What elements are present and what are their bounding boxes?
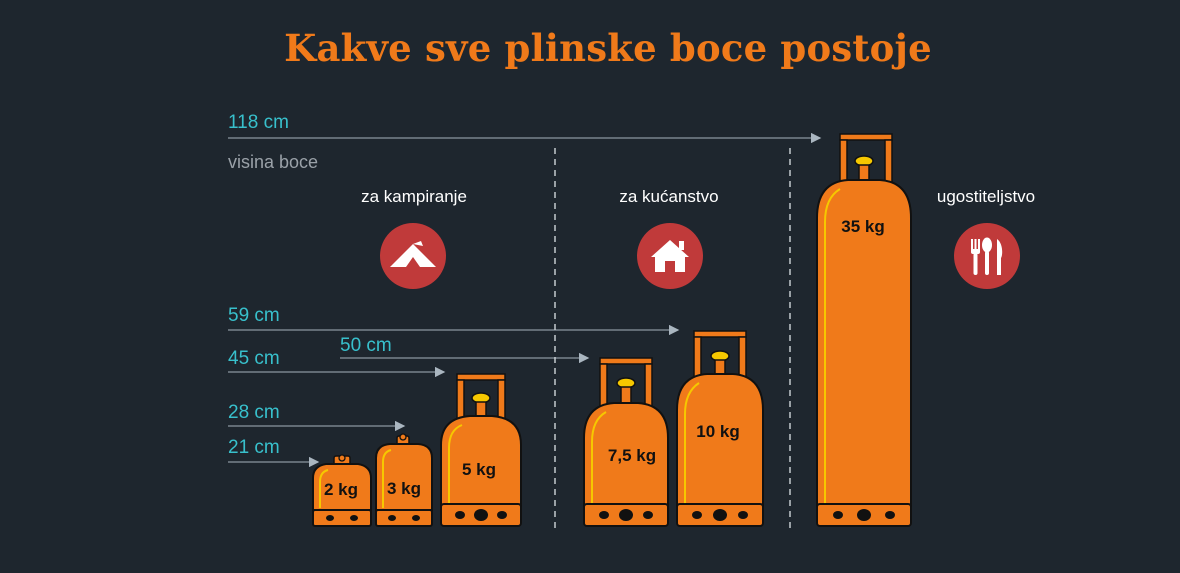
height-label-28: 28 cm (228, 402, 280, 423)
height-label-45: 45 cm (228, 348, 280, 369)
height-label-118: 118 cm (228, 112, 289, 133)
cylinder-label-7-5kg: 7,5 kg (608, 446, 656, 465)
cylinder-label-10kg: 10 kg (696, 422, 739, 441)
cylinder-10kg: 10 kg (676, 330, 764, 527)
cylinder-7-5kg: 7,5 kg (583, 357, 669, 527)
cylinder-label-3kg: 3 kg (387, 479, 421, 498)
category-catering: ugostiteljstvo (936, 187, 1036, 206)
house-icon (637, 223, 703, 289)
cylinder-2kg: 2 kg (312, 454, 372, 527)
cylinder-label-35kg: 35 kg (841, 217, 884, 236)
cylinder-5kg: 5 kg (440, 373, 522, 527)
height-label-59: 59 cm (228, 305, 280, 326)
cylinder-label-2kg: 2 kg (324, 480, 358, 499)
subtitle-label: visina boce (228, 152, 319, 172)
height-label-21: 21 cm (228, 437, 280, 458)
cutlery-icon (954, 223, 1020, 289)
page-title: Kakve sve plinske boce postoje (284, 26, 932, 70)
category-household: za kućanstvo (619, 187, 719, 206)
cylinder-label-5kg: 5 kg (462, 460, 496, 479)
cylinder-3kg: 3 kg (375, 433, 433, 527)
cylinder-35kg: 35 kg (816, 133, 912, 527)
tent-icon (380, 223, 446, 289)
height-label-50: 50 cm (340, 335, 392, 356)
category-camping: za kampiranje (361, 187, 467, 206)
